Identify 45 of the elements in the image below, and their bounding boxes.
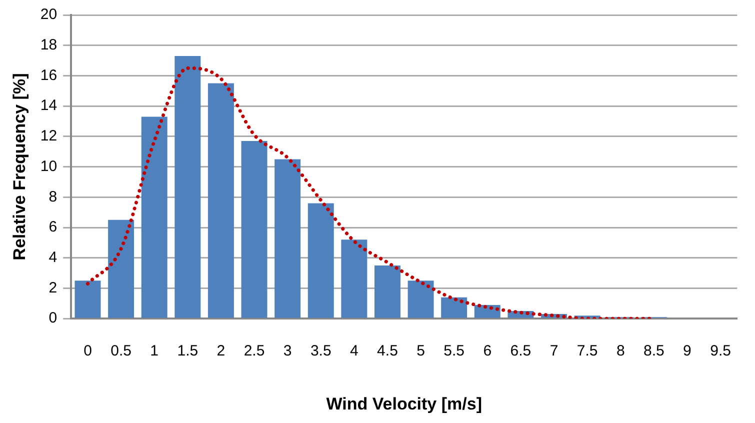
y-tick-label: 18 <box>40 36 58 54</box>
x-tick-label: 9.5 <box>710 342 731 360</box>
y-tick-label: 2 <box>48 279 58 296</box>
bar <box>341 240 368 318</box>
x-axis-title: Wind Velocity [m/s] <box>326 394 482 414</box>
y-tick-label: 20 <box>40 6 58 24</box>
x-tick-label: 2.5 <box>244 342 265 360</box>
x-tick-label: 2 <box>216 342 226 360</box>
x-tick-label: 3 <box>283 342 292 360</box>
y-tick-label: 14 <box>40 97 58 114</box>
bar <box>74 280 101 318</box>
y-tick-label: 6 <box>48 218 58 236</box>
bar <box>241 140 268 318</box>
x-tick-label: 5 <box>416 342 425 360</box>
x-tick-label: 8.5 <box>643 342 664 360</box>
y-axis-title: Relative Frequency [%] <box>10 73 29 260</box>
x-tick-label: 9 <box>683 342 692 360</box>
y-tick-label: 8 <box>48 188 58 206</box>
x-tick-label: 1 <box>150 342 159 360</box>
y-tick-label: 4 <box>48 249 58 266</box>
x-tick-label: 6.5 <box>510 342 532 360</box>
x-tick-label: 7 <box>550 342 558 360</box>
y-tick-label: 16 <box>40 66 58 84</box>
x-tick-label: 7.5 <box>576 342 598 360</box>
bar <box>308 203 334 318</box>
bar <box>441 297 468 318</box>
x-tick-label: 4.5 <box>377 342 398 360</box>
y-tick-label: 10 <box>40 158 58 175</box>
bar <box>141 116 168 318</box>
x-tick-label: 0.5 <box>110 342 132 360</box>
y-tick-label: 0 <box>48 310 58 327</box>
x-tick-label: 4 <box>350 342 358 360</box>
bar <box>274 159 301 318</box>
x-tick-label: 1.5 <box>177 342 198 360</box>
bar <box>208 83 234 318</box>
x-tick-label: 0 <box>84 342 92 360</box>
bar <box>374 265 400 318</box>
bar <box>108 220 134 318</box>
x-tick-label: 5.5 <box>444 342 465 360</box>
bar <box>174 56 201 318</box>
bar <box>408 280 434 318</box>
x-tick-label: 6 <box>483 342 492 360</box>
x-tick-label: 3.5 <box>310 342 332 360</box>
x-tick-label: 8 <box>616 342 625 360</box>
y-tick-label: 12 <box>40 128 58 145</box>
